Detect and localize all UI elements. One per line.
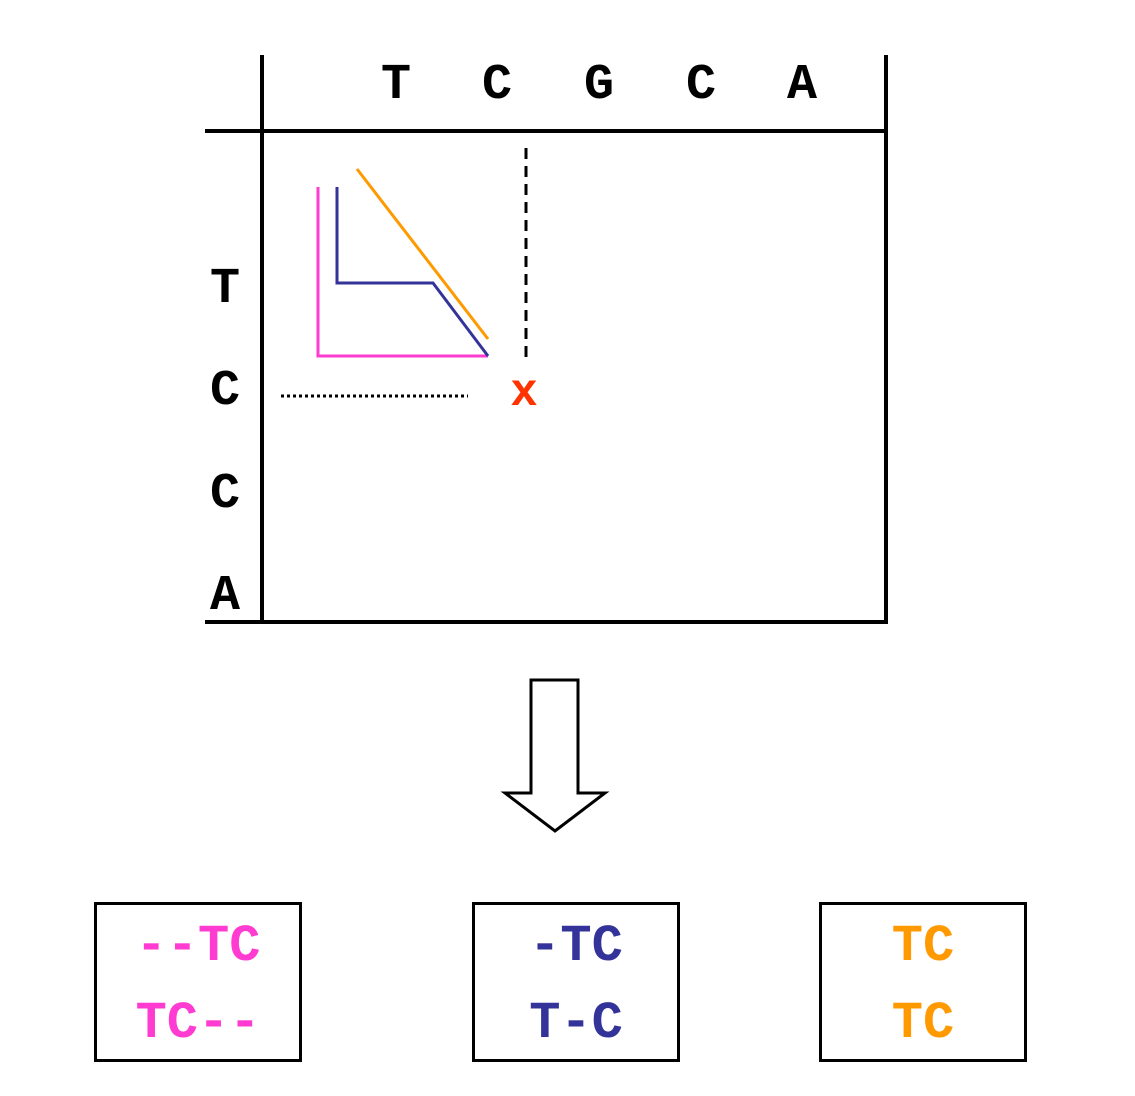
alignment-line-bottom: TC	[822, 998, 1024, 1050]
column-letter: G	[584, 57, 614, 114]
row-letter: C	[210, 466, 240, 523]
blue-path	[337, 187, 488, 356]
column-letter: A	[787, 57, 817, 114]
alignment-box-blue: -TC T-C	[472, 902, 680, 1062]
down-arrow-icon	[505, 680, 605, 831]
row-letter: C	[210, 363, 240, 420]
row-letter: A	[210, 568, 240, 625]
column-letter: T	[381, 57, 411, 114]
alignment-line-top: TC	[822, 921, 1024, 973]
alignment-line-bottom: T-C	[475, 998, 677, 1050]
column-letter: C	[686, 57, 716, 114]
alignment-box-magenta: --TC TC--	[94, 902, 302, 1062]
row-letter: T	[210, 261, 240, 318]
orange-path	[357, 169, 488, 339]
alignment-line-top: --TC	[97, 921, 299, 973]
alignment-line-top: -TC	[475, 921, 677, 973]
alignment-box-orange: TC TC	[819, 902, 1027, 1062]
magenta-path	[318, 187, 488, 356]
column-letter: C	[482, 57, 512, 114]
alignment-line-bottom: TC--	[97, 998, 299, 1050]
endpoint-x-marker: x	[510, 367, 538, 419]
